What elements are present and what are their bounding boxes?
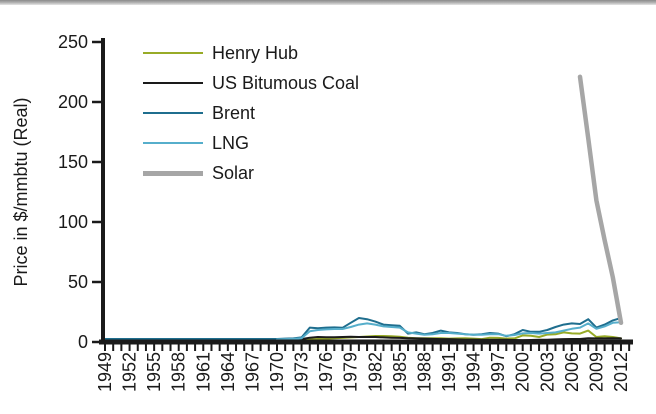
y-tick-label: 100 xyxy=(58,212,88,232)
x-tick-label: 1970 xyxy=(267,352,287,392)
legend-swatch-brent xyxy=(143,112,203,114)
legend-swatch-us-bitumous-coal xyxy=(143,82,203,84)
window-top-border xyxy=(0,0,656,5)
x-tick-label: 2012 xyxy=(611,352,631,392)
x-tick-label: 1976 xyxy=(316,352,336,392)
x-tick-label: 2009 xyxy=(586,352,606,392)
y-tick-label: 150 xyxy=(58,152,88,172)
legend-label: Brent xyxy=(212,102,256,123)
x-tick-label: 1955 xyxy=(144,352,164,392)
series-line-lng xyxy=(276,321,622,341)
x-tick-label: 1973 xyxy=(292,352,312,392)
x-tick-label: 1979 xyxy=(341,352,361,392)
x-tick-label: 1952 xyxy=(120,352,140,392)
legend-label: US Bitumous Coal xyxy=(212,72,360,93)
x-tick-label: 1958 xyxy=(169,352,189,392)
x-tick-label: 1982 xyxy=(365,352,385,392)
legend-item-solar: Solar xyxy=(143,158,403,188)
legend-swatch-solar xyxy=(143,170,203,176)
legend-item-henry-hub: Henry Hub xyxy=(143,38,403,68)
y-tick-label: 200 xyxy=(58,92,88,112)
y-tick-label: 50 xyxy=(68,272,88,292)
series-line-brent xyxy=(104,317,622,340)
y-tick-label: 250 xyxy=(58,32,88,52)
legend: Henry Hub US Bitumous Coal Brent LNG Solar xyxy=(143,38,403,188)
x-tick-label: 1964 xyxy=(218,352,238,392)
legend-item-us-bitumous-coal: US Bitumous Coal xyxy=(143,68,403,98)
legend-label: Henry Hub xyxy=(212,42,299,63)
legend-label: LNG xyxy=(212,132,250,153)
legend-label: Solar xyxy=(212,162,255,183)
x-tick-label: 2003 xyxy=(537,352,557,392)
x-tick-label: 1949 xyxy=(95,352,115,392)
x-tick-label: 1997 xyxy=(488,352,508,392)
x-tick-label: 2006 xyxy=(562,352,582,392)
legend-swatch-henry-hub xyxy=(143,52,203,54)
x-tick-label: 1994 xyxy=(464,352,484,392)
x-tick-label: 1967 xyxy=(242,352,262,392)
x-tick-label: 1961 xyxy=(193,352,213,392)
y-axis-title: Price in $/mmbtu (Real) xyxy=(11,97,31,286)
x-tick-label: 1985 xyxy=(390,352,410,392)
x-tick-label: 1991 xyxy=(439,352,459,392)
x-tick-label: 1988 xyxy=(414,352,434,392)
legend-swatch-lng xyxy=(143,142,203,144)
series-line-solar xyxy=(577,74,624,326)
x-tick-label: 2000 xyxy=(513,352,533,392)
legend-item-lng: LNG xyxy=(143,128,403,158)
y-tick-label: 0 xyxy=(78,332,88,352)
legend-item-brent: Brent xyxy=(143,98,403,128)
